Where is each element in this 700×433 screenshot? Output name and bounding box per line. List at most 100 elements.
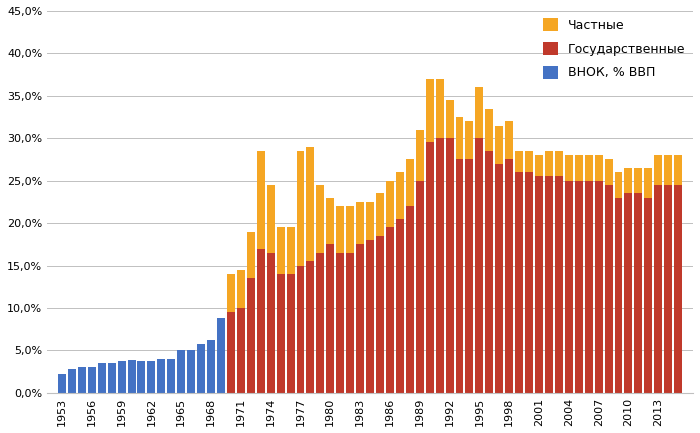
Bar — [406, 159, 414, 206]
Bar — [416, 181, 423, 393]
Bar — [595, 155, 603, 181]
Bar — [575, 181, 582, 393]
Bar — [297, 151, 304, 265]
Bar — [227, 312, 235, 393]
Bar — [615, 197, 622, 393]
Bar — [297, 265, 304, 393]
Bar — [257, 249, 265, 393]
Bar — [475, 138, 484, 393]
Bar — [624, 168, 632, 194]
Bar — [207, 340, 215, 393]
Bar — [386, 227, 394, 393]
Bar — [276, 274, 285, 393]
Bar — [336, 253, 344, 393]
Bar — [545, 176, 553, 393]
Bar — [645, 168, 652, 197]
Bar — [446, 138, 454, 393]
Bar — [446, 100, 454, 138]
Bar — [475, 87, 484, 138]
Bar — [316, 253, 324, 393]
Bar — [466, 121, 473, 159]
Bar — [217, 318, 225, 393]
Bar — [496, 164, 503, 393]
Bar — [426, 79, 434, 142]
Bar — [535, 176, 543, 393]
Bar — [386, 181, 394, 227]
Bar — [118, 361, 125, 393]
Bar — [584, 155, 593, 181]
Bar — [664, 155, 672, 185]
Bar — [167, 359, 175, 393]
Bar — [376, 194, 384, 236]
Bar — [158, 359, 165, 393]
Bar — [456, 159, 463, 393]
Bar — [267, 253, 274, 393]
Bar — [316, 185, 324, 253]
Bar — [396, 172, 404, 219]
Bar — [545, 151, 553, 176]
Bar — [595, 181, 603, 393]
Bar — [247, 232, 255, 278]
Bar — [286, 227, 295, 274]
Bar — [525, 151, 533, 172]
Bar — [98, 363, 106, 393]
Bar — [654, 185, 662, 393]
Bar — [555, 151, 563, 176]
Bar — [664, 185, 672, 393]
Bar — [485, 151, 494, 393]
Bar — [237, 270, 245, 308]
Bar — [615, 172, 622, 197]
Bar — [197, 344, 205, 393]
Bar — [137, 361, 146, 393]
Bar — [286, 274, 295, 393]
Bar — [605, 159, 612, 185]
Bar — [584, 181, 593, 393]
Bar — [356, 244, 364, 393]
Bar — [645, 197, 652, 393]
Bar — [634, 168, 643, 194]
Bar — [416, 130, 423, 181]
Bar — [307, 261, 314, 393]
Bar — [88, 367, 96, 393]
Bar — [237, 308, 245, 393]
Bar — [376, 236, 384, 393]
Bar — [276, 227, 285, 274]
Bar — [575, 155, 582, 181]
Bar — [515, 172, 523, 393]
Bar — [58, 374, 66, 393]
Bar — [346, 253, 354, 393]
Bar — [326, 197, 335, 244]
Bar — [127, 360, 136, 393]
Bar — [505, 159, 513, 393]
Bar — [496, 126, 503, 164]
Bar — [435, 79, 444, 138]
Bar — [307, 147, 314, 261]
Bar — [634, 194, 643, 393]
Bar — [624, 194, 632, 393]
Bar — [366, 202, 374, 240]
Bar — [247, 278, 255, 393]
Bar — [177, 350, 186, 393]
Bar — [565, 181, 573, 393]
Bar — [605, 185, 612, 393]
Bar — [426, 142, 434, 393]
Bar — [227, 274, 235, 312]
Bar — [485, 109, 494, 151]
Bar — [456, 117, 463, 159]
Bar — [366, 240, 374, 393]
Bar — [466, 159, 473, 393]
Bar — [515, 151, 523, 172]
Bar — [326, 244, 335, 393]
Bar — [565, 155, 573, 181]
Bar — [267, 185, 274, 253]
Bar — [535, 155, 543, 176]
Bar — [336, 206, 344, 253]
Bar — [187, 350, 195, 393]
Bar — [555, 176, 563, 393]
Bar — [396, 219, 404, 393]
Bar — [108, 363, 116, 393]
Legend: Частные, Государственные, ВНОК, % ВВП: Частные, Государственные, ВНОК, % ВВП — [538, 13, 691, 84]
Bar — [346, 206, 354, 253]
Bar — [435, 138, 444, 393]
Bar — [356, 202, 364, 244]
